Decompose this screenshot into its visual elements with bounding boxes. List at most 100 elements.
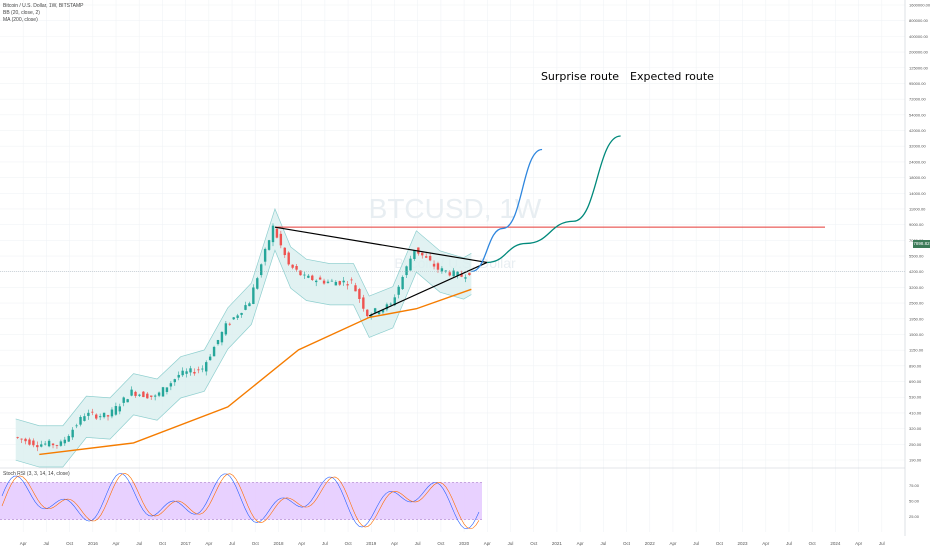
price-tick-label: 530.00 bbox=[909, 395, 922, 400]
candle-body bbox=[59, 441, 63, 446]
candle-body bbox=[271, 225, 275, 243]
candle-body bbox=[405, 266, 408, 276]
candle-body bbox=[212, 346, 216, 357]
price-tick-label: 1500.00 bbox=[909, 332, 924, 337]
price-pane bbox=[0, 135, 905, 468]
time-tick-label: 2018 bbox=[273, 541, 284, 546]
price-tick-label: 410.00 bbox=[909, 410, 922, 415]
price-tick-label: 54000.00 bbox=[909, 112, 926, 117]
symbol-info: Bitcoin / U.S. Dollar, 1W, BITSTAMP bbox=[3, 3, 84, 9]
time-tick-label: 2017 bbox=[181, 541, 192, 546]
price-tick-label: 18000.00 bbox=[909, 175, 926, 180]
surprise-route-curve bbox=[471, 148, 543, 273]
candle-body bbox=[342, 280, 345, 283]
time-tick-label: Jul bbox=[786, 541, 792, 546]
candle-body bbox=[448, 272, 451, 276]
candle-body bbox=[79, 416, 82, 425]
price-tick-label: 24000.00 bbox=[909, 159, 926, 164]
candle-body bbox=[150, 395, 153, 397]
candle-body bbox=[436, 263, 440, 270]
price-tick-label: 32000.00 bbox=[909, 144, 926, 149]
candle-body bbox=[87, 412, 90, 416]
candle-body bbox=[267, 240, 271, 250]
price-tick-label: 190.00 bbox=[909, 458, 922, 463]
candle-body bbox=[169, 383, 173, 387]
price-tick-label: 200000.00 bbox=[909, 50, 929, 55]
time-tick-label: Oct bbox=[345, 541, 353, 546]
candle-body bbox=[126, 399, 129, 403]
candle-body bbox=[146, 393, 149, 399]
candle-body bbox=[326, 281, 330, 283]
candle-body bbox=[240, 312, 243, 315]
candle-body bbox=[354, 285, 357, 292]
candle-body bbox=[91, 411, 94, 413]
price-tick-label: 800000.00 bbox=[909, 18, 929, 23]
candle-body bbox=[208, 356, 212, 361]
rsi-tick-label: 75.00 bbox=[909, 483, 920, 488]
candle-body bbox=[102, 412, 106, 418]
candle-body bbox=[114, 406, 118, 415]
time-tick-label: Apr bbox=[762, 541, 770, 546]
candle-body bbox=[98, 416, 102, 418]
candle-body bbox=[173, 379, 176, 383]
candle-body bbox=[220, 332, 224, 343]
candle-body bbox=[452, 270, 455, 277]
price-tick-label: 2500.00 bbox=[909, 301, 924, 306]
candle-body bbox=[275, 228, 279, 238]
candle-body bbox=[189, 368, 192, 373]
last-price-badge: 7898.82 bbox=[913, 240, 930, 248]
candle-body bbox=[193, 371, 196, 374]
candle-body bbox=[295, 266, 298, 270]
candle-body bbox=[236, 315, 239, 318]
candle-body bbox=[51, 443, 55, 446]
candle-body bbox=[460, 273, 463, 277]
candle-body bbox=[71, 429, 74, 438]
candle-body bbox=[40, 444, 43, 447]
price-tick-label: 1950.00 bbox=[909, 316, 924, 321]
candle-body bbox=[32, 440, 35, 446]
price-tick-label: 690.00 bbox=[909, 379, 922, 384]
candle-body bbox=[24, 438, 27, 442]
time-tick-label: Jul bbox=[136, 541, 142, 546]
price-tick-label: 1150.00 bbox=[909, 348, 924, 353]
time-tick-label: Apr bbox=[205, 541, 213, 546]
time-tick-label: 2021 bbox=[552, 541, 563, 546]
time-tick-label: Apr bbox=[669, 541, 677, 546]
candle-body bbox=[303, 274, 306, 276]
time-tick-label: 2020 bbox=[459, 541, 470, 546]
candle-body bbox=[350, 279, 353, 281]
candle-body bbox=[138, 394, 141, 396]
time-tick-label: Jul bbox=[229, 541, 235, 546]
candle-body bbox=[177, 374, 180, 378]
candle-body bbox=[165, 387, 169, 392]
candle-body bbox=[248, 303, 251, 307]
candle-body bbox=[283, 247, 286, 256]
watermark-symbol: BTCUSD, 1W bbox=[369, 193, 542, 224]
surprise-route-label: Surprise route bbox=[541, 70, 619, 83]
candle-body bbox=[330, 280, 334, 282]
price-tick-label: 400000.00 bbox=[909, 34, 929, 39]
candle-body bbox=[334, 281, 338, 286]
candle-body bbox=[409, 258, 412, 271]
time-tick-label: Jul bbox=[44, 541, 50, 546]
time-tick-label: Jul bbox=[879, 541, 885, 546]
candle-body bbox=[63, 439, 67, 444]
price-tick-label: 95000.00 bbox=[909, 81, 926, 86]
price-tick-label: 72000.00 bbox=[909, 97, 926, 102]
candle-body bbox=[291, 264, 294, 268]
candle-body bbox=[16, 437, 19, 439]
price-tick-label: 4200.00 bbox=[909, 269, 924, 274]
candle-body bbox=[299, 270, 302, 276]
candle-body bbox=[421, 252, 424, 256]
candle-body bbox=[95, 414, 98, 419]
time-tick-label: Apr bbox=[298, 541, 306, 546]
price-tick-label: 9000.00 bbox=[909, 222, 924, 227]
candle-body bbox=[260, 264, 263, 276]
price-tick-label: 890.00 bbox=[909, 363, 922, 368]
price-tick-label: 1600000.00 bbox=[909, 3, 931, 8]
stoch-rsi-k-line bbox=[1, 473, 480, 530]
time-tick-label: Jul bbox=[322, 541, 328, 546]
candle-body bbox=[197, 369, 200, 371]
candle-body bbox=[385, 304, 389, 310]
